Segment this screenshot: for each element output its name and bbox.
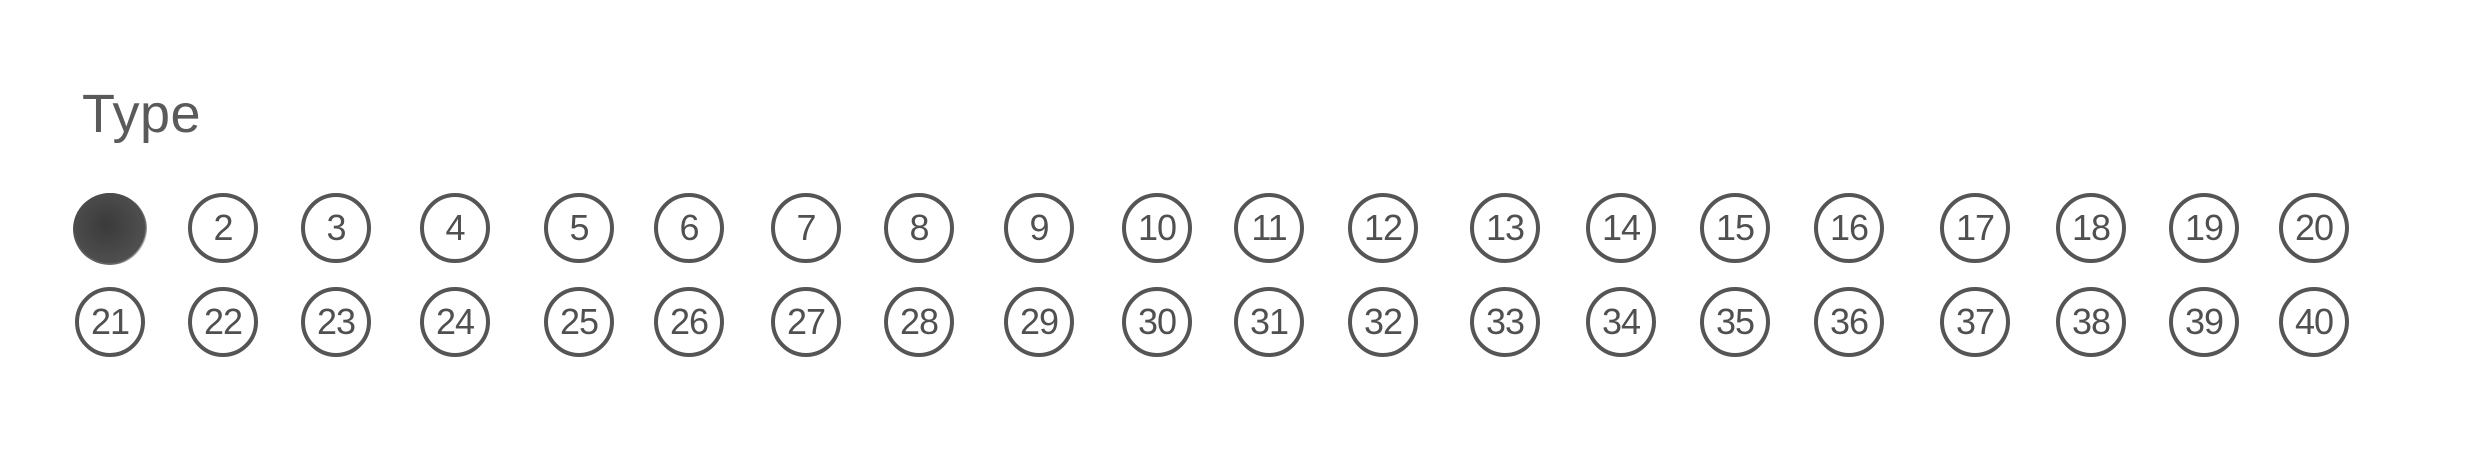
type-option-bubble-38[interactable]: 38 xyxy=(2056,287,2126,357)
type-option-bubble-14[interactable]: 14 xyxy=(1586,193,1656,263)
bubble-number: 17 xyxy=(1955,207,1995,248)
bubble-number: 11 xyxy=(1251,207,1287,248)
section-title: Type xyxy=(82,84,202,144)
bubble-number: 23 xyxy=(316,301,356,342)
bubble-number: 26 xyxy=(669,301,709,342)
bubble-number: 15 xyxy=(1715,207,1755,248)
bubble-number: 30 xyxy=(1137,301,1177,342)
bubble-number: 19 xyxy=(2184,207,2224,248)
bubble-number: 1 xyxy=(100,207,120,248)
type-option-bubble-18[interactable]: 18 xyxy=(2056,193,2126,263)
type-option-bubble-11[interactable]: 11 xyxy=(1234,193,1304,263)
bubble-number: 14 xyxy=(1601,207,1641,248)
type-option-bubble-31[interactable]: 31 xyxy=(1234,287,1304,357)
bubble-number: 7 xyxy=(796,207,816,248)
type-option-bubble-39[interactable]: 39 xyxy=(2169,287,2239,357)
type-option-bubble-16[interactable]: 16 xyxy=(1814,193,1884,263)
type-option-bubble-2[interactable]: 2 xyxy=(188,193,258,263)
bubble-number: 29 xyxy=(1019,301,1059,342)
type-option-bubble-17[interactable]: 17 xyxy=(1940,193,2010,263)
bubble-number: 33 xyxy=(1485,301,1525,342)
type-option-bubble-20[interactable]: 20 xyxy=(2279,193,2349,263)
type-option-bubble-34[interactable]: 34 xyxy=(1586,287,1656,357)
bubble-number: 35 xyxy=(1715,301,1755,342)
type-option-bubble-22[interactable]: 22 xyxy=(188,287,258,357)
bubble-number: 18 xyxy=(2071,207,2111,248)
bubble-number: 34 xyxy=(1601,301,1641,342)
type-option-bubble-36[interactable]: 36 xyxy=(1814,287,1884,357)
type-option-bubble-33[interactable]: 33 xyxy=(1470,287,1540,357)
bubble-number: 31 xyxy=(1249,301,1289,342)
type-option-bubble-12[interactable]: 12 xyxy=(1348,193,1418,263)
bubble-number: 37 xyxy=(1955,301,1995,342)
bubble-number: 9 xyxy=(1029,207,1049,248)
bubble-number: 16 xyxy=(1829,207,1869,248)
bubble-number: 27 xyxy=(786,301,826,342)
bubble-number: 25 xyxy=(559,301,599,342)
type-option-bubble-23[interactable]: 23 xyxy=(301,287,371,357)
bubble-number: 40 xyxy=(2294,301,2334,342)
bubble-number: 4 xyxy=(445,207,465,248)
type-option-bubble-28[interactable]: 28 xyxy=(884,287,954,357)
type-option-bubble-37[interactable]: 37 xyxy=(1940,287,2010,357)
bubble-number: 13 xyxy=(1485,207,1525,248)
type-option-bubble-32[interactable]: 32 xyxy=(1348,287,1418,357)
type-option-bubble-19[interactable]: 19 xyxy=(2169,193,2239,263)
type-option-bubble-24[interactable]: 24 xyxy=(420,287,490,357)
type-option-bubble-26[interactable]: 26 xyxy=(654,287,724,357)
type-option-bubble-21[interactable]: 21 xyxy=(75,287,145,357)
type-option-bubble-9[interactable]: 9 xyxy=(1004,193,1074,263)
bubble-number: 2 xyxy=(213,207,233,248)
type-option-bubble-35[interactable]: 35 xyxy=(1700,287,1770,357)
type-option-bubble-1[interactable]: 1 xyxy=(73,193,147,265)
type-option-bubble-40[interactable]: 40 xyxy=(2279,287,2349,357)
bubble-number: 12 xyxy=(1363,207,1403,248)
type-option-bubble-13[interactable]: 13 xyxy=(1470,193,1540,263)
bubble-number: 32 xyxy=(1363,301,1403,342)
bubble-number: 28 xyxy=(899,301,939,342)
bubble-number: 10 xyxy=(1137,207,1177,248)
type-option-bubble-4[interactable]: 4 xyxy=(420,193,490,263)
bubble-number: 24 xyxy=(435,301,475,342)
bubble-number: 38 xyxy=(2071,301,2111,342)
type-option-bubble-8[interactable]: 8 xyxy=(884,193,954,263)
bubble-number: 6 xyxy=(679,207,699,248)
type-option-bubble-25[interactable]: 25 xyxy=(544,287,614,357)
type-option-bubble-15[interactable]: 15 xyxy=(1700,193,1770,263)
type-option-bubble-6[interactable]: 6 xyxy=(654,193,724,263)
type-option-bubble-7[interactable]: 7 xyxy=(771,193,841,263)
bubble-number: 36 xyxy=(1829,301,1869,342)
type-option-bubble-10[interactable]: 10 xyxy=(1122,193,1192,263)
bubble-number: 5 xyxy=(569,207,589,248)
type-option-bubble-30[interactable]: 30 xyxy=(1122,287,1192,357)
bubble-number: 3 xyxy=(326,207,346,248)
bubble-number: 20 xyxy=(2294,207,2334,248)
type-option-bubble-3[interactable]: 3 xyxy=(301,193,371,263)
bubble-number: 39 xyxy=(2184,301,2224,342)
type-option-bubble-27[interactable]: 27 xyxy=(771,287,841,357)
bubble-number: 21 xyxy=(90,301,130,342)
type-option-bubble-5[interactable]: 5 xyxy=(544,193,614,263)
type-option-bubble-29[interactable]: 29 xyxy=(1004,287,1074,357)
bubble-number: 8 xyxy=(909,207,929,248)
bubble-number: 22 xyxy=(203,301,243,342)
